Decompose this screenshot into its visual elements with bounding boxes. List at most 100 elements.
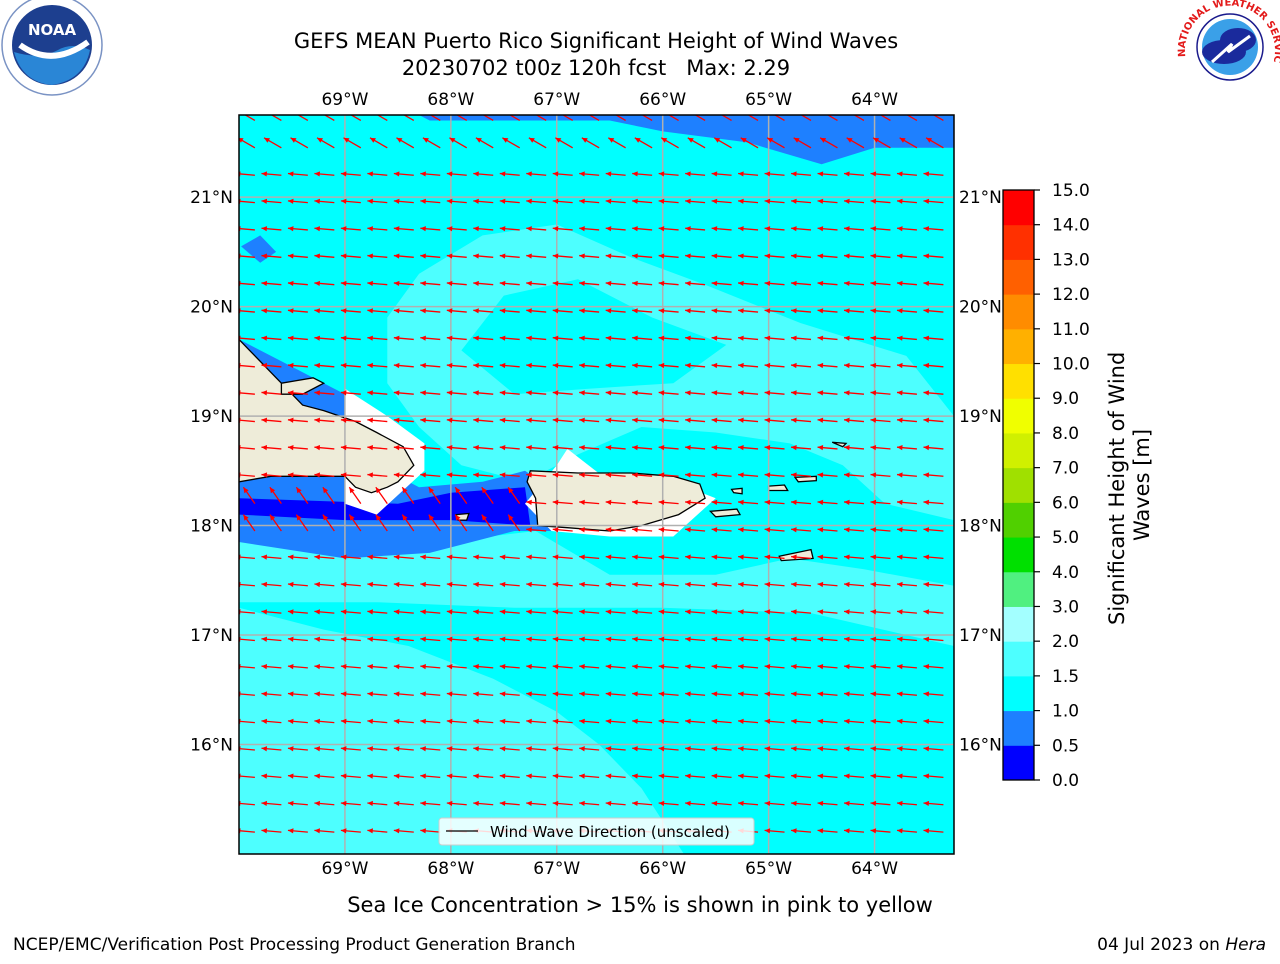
wave-direction-arrow [261, 362, 282, 369]
wave-direction-arrow [738, 171, 759, 177]
wave-direction-arrow [791, 773, 812, 779]
wave-direction-arrow [446, 691, 467, 697]
wave-direction-arrow [843, 773, 865, 779]
wave-direction-arrow [340, 800, 361, 807]
wave-direction-arrow [473, 362, 494, 369]
wave-direction-arrow [420, 773, 441, 779]
wave-direction-arrow [925, 137, 944, 149]
wave-direction-arrow [473, 691, 494, 697]
wave-direction-arrow [552, 718, 573, 724]
wave-direction-arrow [420, 828, 441, 834]
colorbar-tick-label: 6.0 [1052, 493, 1079, 513]
wave-direction-arrow [446, 280, 467, 287]
wave-direction-arrow [870, 308, 891, 314]
wave-direction-arrow [348, 486, 362, 505]
wave-direction-arrow [393, 362, 414, 369]
wave-direction-arrow [367, 636, 388, 642]
wave-direction-arrow [314, 636, 335, 642]
wave-direction-arrow [632, 581, 653, 588]
wave-direction-arrow [367, 773, 388, 779]
lat-tick-label-right: 16°N [959, 736, 1002, 756]
lat-tick-label-right: 20°N [959, 298, 1002, 318]
wave-direction-arrow [870, 362, 891, 369]
wave-direction-arrow [843, 828, 865, 834]
wave-direction-arrow [817, 800, 838, 807]
wave-direction-arrow [870, 472, 891, 478]
wave-direction-arrow [923, 445, 944, 451]
wave-direction-arrow [473, 390, 494, 396]
wave-direction-arrow [446, 554, 467, 560]
wave-direction-arrow [446, 308, 467, 314]
wave-direction-arrow [526, 718, 547, 724]
wave-direction-arrow [526, 472, 547, 478]
lon-tick-label-top: 65°W [745, 90, 792, 110]
wave-direction-arrow [261, 746, 282, 752]
wave-direction-arrow [552, 746, 573, 752]
wave-direction-arrow [526, 664, 547, 670]
wave-direction-arrow [899, 137, 918, 149]
wave-direction-arrow [526, 362, 547, 369]
wave-direction-arrow [499, 746, 520, 752]
wave-direction-arrow [420, 198, 441, 204]
wave-direction-arrow [314, 226, 335, 232]
wave-direction-arrow [685, 280, 706, 287]
wave-direction-arrow [764, 226, 785, 232]
wave-direction-arrow [817, 362, 838, 369]
wave-direction-arrow [287, 226, 308, 232]
wave-direction-arrow [239, 137, 256, 149]
wave-direction-arrow [393, 691, 414, 697]
wave-direction-arrow [499, 445, 520, 451]
wave-direction-arrow [499, 280, 520, 287]
wave-direction-arrow [526, 280, 547, 287]
wave-direction-arrow [367, 390, 388, 396]
lon-tick-label-bottom: 65°W [745, 859, 792, 879]
colorbar-tick-label: 13.0 [1052, 250, 1090, 270]
wave-direction-arrow [526, 308, 547, 314]
wave-direction-arrow [711, 308, 732, 314]
colorbar-segment [1003, 710, 1034, 746]
colorbar-tick-label: 11.0 [1052, 320, 1090, 340]
wave-direction-arrow [764, 280, 785, 287]
wave-direction-arrow [632, 609, 653, 615]
wave-direction-arrow [393, 800, 414, 807]
wave-direction-arrow [340, 691, 361, 697]
wave-direction-arrow [499, 390, 520, 396]
wave-direction-arrow [526, 581, 547, 588]
wave-direction-arrow [261, 718, 282, 724]
wave-direction-arrow [446, 253, 467, 259]
wave-direction-arrow [687, 137, 706, 149]
wave-direction-arrow [711, 499, 732, 505]
colorbar-ticks: 0.0 0.5 1.0 1.5 2.0 3.0 4.0 5.0 6.0 7.0 8.0 9.0 10.0… [1034, 181, 1090, 791]
wave-direction-arrow [446, 445, 467, 451]
footer-right: 04 Jul 2023 on Hera [1097, 935, 1266, 955]
wave-direction-arrow [287, 691, 308, 697]
wave-direction-arrow [287, 718, 308, 724]
wave-direction-arrow [579, 554, 600, 560]
lat-tick-label-left: 18°N [190, 517, 233, 537]
lat-labels-right: 21°N 20°N 19°N 18°N 17°N 16°N [959, 188, 1002, 755]
wave-direction-arrow [843, 581, 865, 588]
wave-direction-arrow [322, 486, 335, 505]
wave-direction-arrow [367, 691, 388, 697]
lon-tick-label-top: 64°W [851, 90, 898, 110]
wave-direction-arrow [605, 308, 626, 314]
wave-direction-arrow [579, 527, 600, 533]
wave-direction-arrow [713, 137, 732, 149]
colorbar-tick-label: 9.0 [1052, 389, 1079, 409]
wave-direction-arrow [287, 636, 308, 642]
land-tortola [793, 475, 817, 483]
wave-direction-arrow [817, 527, 838, 533]
land-anegada [831, 441, 848, 448]
wave-direction-arrow [526, 527, 547, 533]
wave-direction-arrow [287, 280, 308, 287]
wave-direction-arrow [923, 253, 944, 259]
wave-direction-arrow [817, 390, 838, 396]
wave-direction-arrow [896, 171, 917, 177]
wave-direction-arrow [367, 581, 388, 588]
wave-direction-arrow [393, 746, 414, 752]
wave-direction-arrow [764, 308, 785, 314]
colorbar-segment [1003, 606, 1034, 642]
wave-direction-arrow [685, 335, 706, 341]
wave-direction-arrow [632, 718, 653, 724]
wave-direction-arrow [499, 581, 520, 588]
